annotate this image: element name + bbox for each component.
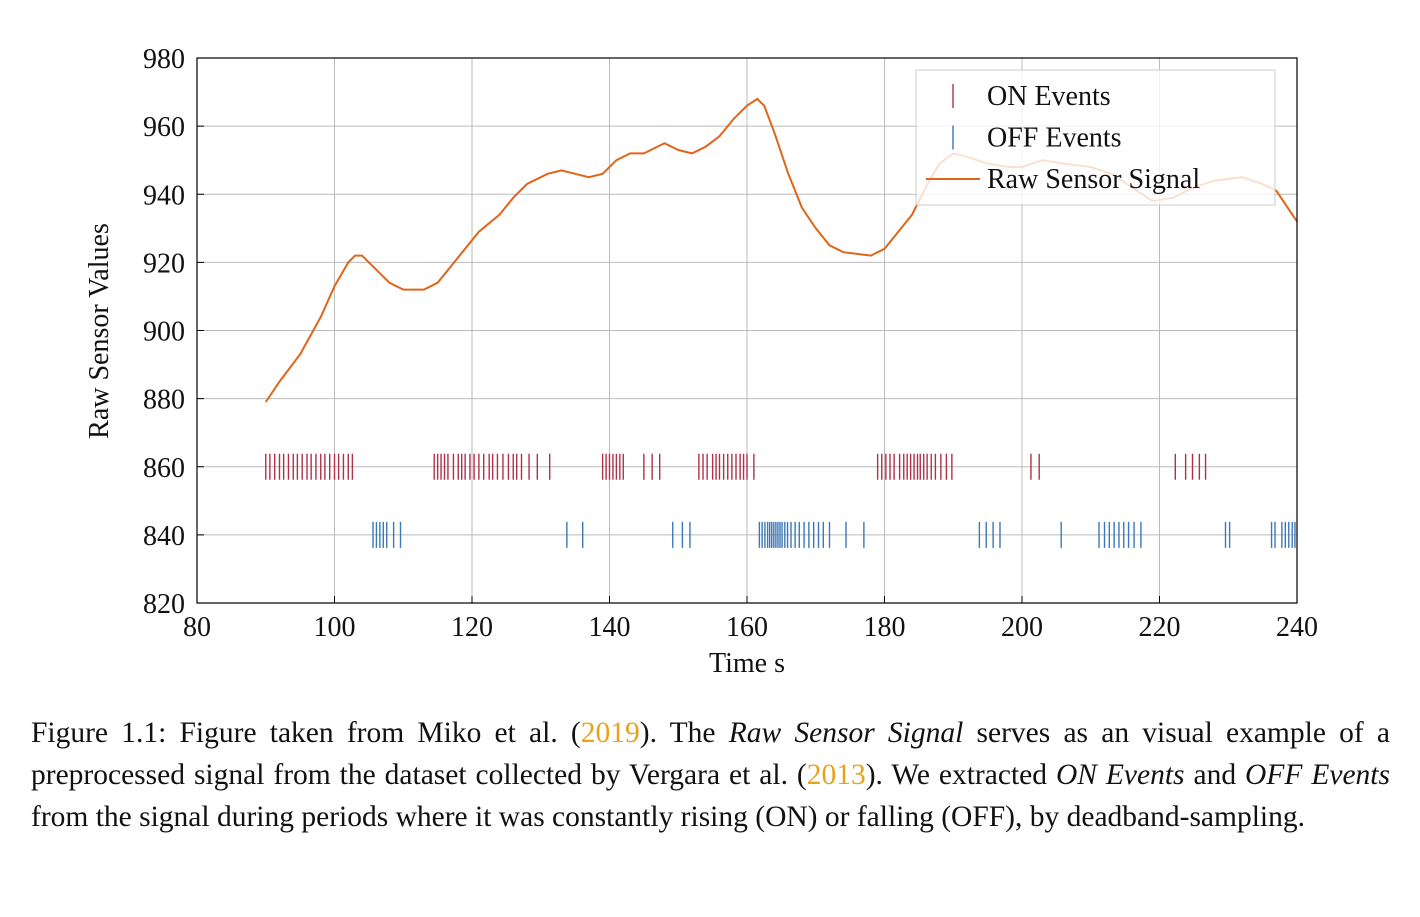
caption-text: ON Events <box>1055 759 1185 791</box>
caption-text: from the signal during periods where it … <box>31 801 1305 833</box>
y-axis-label: Raw Sensor Values <box>84 223 115 439</box>
x-tick-label: 140 <box>589 612 631 643</box>
chart: Time s Raw Sensor Values 80 100 120 140 160 1… <box>84 44 1318 679</box>
caption-text: ). We extracted <box>865 759 1056 791</box>
legend-label: ON Events <box>987 81 1111 112</box>
y-tick-label: 980 <box>143 44 185 75</box>
caption-text: serves as an visual example of a preproc… <box>31 717 1391 791</box>
x-tick-label: 120 <box>451 612 493 643</box>
y-tick-label: 940 <box>143 180 185 211</box>
legend-label: OFF Events <box>987 123 1122 154</box>
legend-box <box>915 69 1276 206</box>
x-tick-label: 160 <box>726 612 768 643</box>
plot-frame <box>196 57 1298 604</box>
caption-text: and <box>1184 759 1246 791</box>
y-tick-label: 880 <box>143 385 185 416</box>
figure-caption: Figure 1.1: Figure taken from Miko et al… <box>31 712 1390 838</box>
legend-label: Raw Sensor Signal <box>987 164 1200 195</box>
caption-text: OFF Events <box>1245 759 1390 791</box>
y-tick-label: 840 <box>143 521 185 552</box>
citation-link[interactable]: 2013 <box>806 759 866 791</box>
x-tick-label: 200 <box>1001 612 1043 643</box>
y-tick-label: 960 <box>143 112 185 143</box>
caption-text: Raw Sensor Signal <box>728 717 964 749</box>
citation-link[interactable]: 2019 <box>580 717 640 749</box>
y-tick-label: 820 <box>143 589 185 620</box>
x-tick-label: 220 <box>1139 612 1181 643</box>
caption-text: Figure 1.1: Figure taken from Miko et al… <box>31 717 581 749</box>
x-tick-label: 100 <box>314 612 356 643</box>
y-tick-label: 920 <box>143 248 185 279</box>
caption-text: ). The <box>639 717 729 749</box>
y-tick-label: 860 <box>143 453 185 484</box>
x-tick-label: 80 <box>183 612 211 643</box>
x-tick-label: 240 <box>1276 612 1318 643</box>
x-axis-label: Time s <box>709 648 785 679</box>
x-tick-label: 180 <box>864 612 906 643</box>
y-tick-label: 900 <box>143 317 185 348</box>
